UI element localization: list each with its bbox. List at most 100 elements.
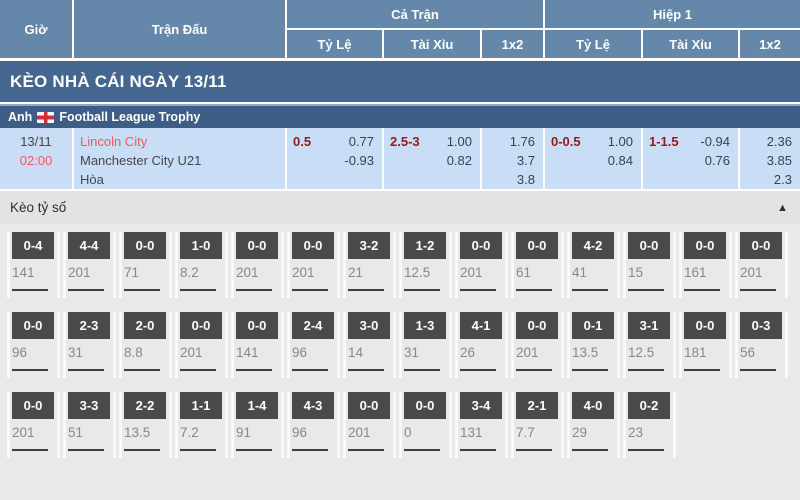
underline-decoration (236, 369, 272, 371)
half-1x2-draw[interactable]: 3.85 (766, 153, 792, 168)
score-label: 0-0 (404, 392, 446, 419)
score-odds-cell[interactable]: 0-0 201 (175, 312, 228, 378)
score-odds-cell[interactable]: 2-1 7.7 (511, 392, 564, 458)
score-odds-cell[interactable]: 0-0 15 (623, 232, 676, 298)
score-odds-cell[interactable]: 3-4 131 (455, 392, 508, 458)
score-odds-cell[interactable]: 1-0 8.2 (175, 232, 228, 298)
score-odds-cell[interactable]: 4-2 41 (567, 232, 620, 298)
odds-table-header: Giờ Trận Đấu Cả Trận Hiệp 1 Tỷ Lệ Tài Xỉ… (0, 0, 800, 58)
score-odds-value: 141 (236, 345, 259, 360)
score-odds-cell[interactable]: 4-0 29 (567, 392, 620, 458)
score-label: 0-0 (12, 312, 54, 339)
score-odds-cell[interactable]: 0-0 201 (455, 232, 508, 298)
score-odds-cell[interactable]: 3-0 14 (343, 312, 396, 378)
score-label: 1-0 (180, 232, 222, 259)
score-odds-cell[interactable]: 4-1 26 (455, 312, 508, 378)
score-odds-cell[interactable]: 0-0 201 (231, 232, 284, 298)
match-row: 13/11 02:00 Lincoln City Manchester City… (0, 128, 800, 189)
half-handicap-line: 0-0.5 (551, 134, 581, 149)
away-team-link[interactable]: Manchester City U21 (80, 153, 202, 168)
score-odds-cell[interactable]: 0-0 96 (7, 312, 60, 378)
score-odds-cell[interactable]: 0-0 201 (287, 232, 340, 298)
score-odds-cell[interactable]: 3-2 21 (343, 232, 396, 298)
score-odds-cell[interactable]: 0-0 0 (399, 392, 452, 458)
col-header-half-1x2: 1x2 (740, 30, 800, 58)
full-1x2-draw[interactable]: 3.7 (516, 153, 535, 168)
score-odds-cell[interactable]: 0-0 71 (119, 232, 172, 298)
score-label: 0-0 (684, 312, 726, 339)
score-odds-cell[interactable]: 2-2 13.5 (119, 392, 172, 458)
full-1x2-away[interactable]: 3.8 (516, 172, 535, 187)
score-label: 1-3 (404, 312, 446, 339)
half-1x2-home[interactable]: 2.36 (766, 134, 792, 149)
full-1x2-cell[interactable]: 1.76 3.7 3.8 (482, 128, 543, 189)
score-section-header[interactable]: Kèo tỷ số ▲ (0, 191, 800, 224)
full-under-odds[interactable]: 0.82 (446, 153, 472, 168)
score-odds-value: 8.2 (180, 265, 199, 280)
score-odds-value: 7.7 (516, 425, 535, 440)
full-handicap-odds-away[interactable]: -0.93 (344, 153, 374, 168)
score-odds-cell[interactable]: 0-0 161 (679, 232, 732, 298)
underline-decoration (572, 449, 608, 451)
league-bar[interactable]: Anh Football League Trophy (0, 104, 800, 128)
score-odds-cell[interactable]: 0-1 13.5 (567, 312, 620, 378)
score-odds-cell[interactable]: 0-0 181 (679, 312, 732, 378)
score-odds-cell[interactable]: 1-3 31 (399, 312, 452, 378)
score-odds-cell[interactable]: 0-0 201 (7, 392, 60, 458)
full-over-odds[interactable]: 1.00 (446, 134, 472, 149)
score-odds-cell[interactable]: 3-1 12.5 (623, 312, 676, 378)
score-odds-cell[interactable]: 1-4 91 (231, 392, 284, 458)
score-odds-cell[interactable]: 2-0 8.8 (119, 312, 172, 378)
score-odds-cell[interactable]: 0-4 141 (7, 232, 60, 298)
score-odds-value: 161 (684, 265, 707, 280)
score-odds-cell[interactable]: 2-4 96 (287, 312, 340, 378)
underline-decoration (628, 449, 664, 451)
score-odds-cell[interactable]: 0-0 141 (231, 312, 284, 378)
half-handicap-odds-home[interactable]: 1.00 (607, 134, 633, 149)
home-team-link[interactable]: Lincoln City (80, 134, 148, 149)
score-odds-cell[interactable]: 0-2 23 (623, 392, 676, 458)
score-odds-cell[interactable]: 4-4 201 (63, 232, 116, 298)
underline-decoration (348, 289, 384, 291)
day-banner-title: KÈO NHÀ CÁI NGÀY 13/11 (10, 71, 227, 91)
half-handicap-cell[interactable]: 0-0.5 1.00 0.84 (545, 128, 641, 189)
half-overunder-cell[interactable]: 1-1.5 -0.94 0.76 (643, 128, 738, 189)
score-odds-cell[interactable]: 0-3 56 (735, 312, 788, 378)
score-odds-value: 201 (68, 265, 91, 280)
half-handicap-odds-away[interactable]: 0.84 (607, 153, 633, 168)
score-label: 0-0 (292, 232, 334, 259)
score-odds-cell[interactable]: 1-1 7.2 (175, 392, 228, 458)
score-label: 0-0 (348, 392, 390, 419)
score-odds-value: 181 (684, 345, 707, 360)
england-flag-icon (37, 111, 55, 123)
half-1x2-away[interactable]: 2.3 (773, 172, 792, 187)
collapse-up-icon[interactable]: ▲ (777, 201, 788, 214)
col-header-time: Giờ (0, 0, 72, 58)
full-1x2-home[interactable]: 1.76 (509, 134, 535, 149)
score-label: 2-3 (68, 312, 110, 339)
score-odds-cell[interactable]: 3-3 51 (63, 392, 116, 458)
match-time: 02:00 (19, 153, 53, 168)
score-label: 0-0 (236, 232, 278, 259)
league-country: Anh (8, 110, 33, 124)
underline-decoration (180, 369, 216, 371)
full-handicap-cell[interactable]: 0.5 0.77 -0.93 (287, 128, 382, 189)
score-odds-value: 96 (12, 345, 28, 360)
underline-decoration (12, 289, 48, 291)
full-handicap-odds-home[interactable]: 0.77 (348, 134, 374, 149)
score-odds-cell[interactable]: 0-0 201 (511, 312, 564, 378)
score-odds-cell[interactable]: 0-0 61 (511, 232, 564, 298)
score-label: 0-0 (124, 232, 166, 259)
score-odds-cell[interactable]: 4-3 96 (287, 392, 340, 458)
full-overunder-cell[interactable]: 2.5-3 1.00 0.82 (384, 128, 480, 189)
half-over-odds[interactable]: -0.94 (700, 134, 730, 149)
score-odds-cell[interactable]: 1-2 12.5 (399, 232, 452, 298)
underline-decoration (516, 369, 552, 371)
score-label: 0-0 (684, 232, 726, 259)
score-odds-cell[interactable]: 2-3 31 (63, 312, 116, 378)
half-1x2-cell[interactable]: 2.36 3.85 2.3 (740, 128, 800, 189)
score-odds-cell[interactable]: 0-0 201 (735, 232, 788, 298)
score-odds-cell[interactable]: 0-0 201 (343, 392, 396, 458)
half-under-odds[interactable]: 0.76 (704, 153, 730, 168)
score-odds-value: 51 (68, 425, 84, 440)
